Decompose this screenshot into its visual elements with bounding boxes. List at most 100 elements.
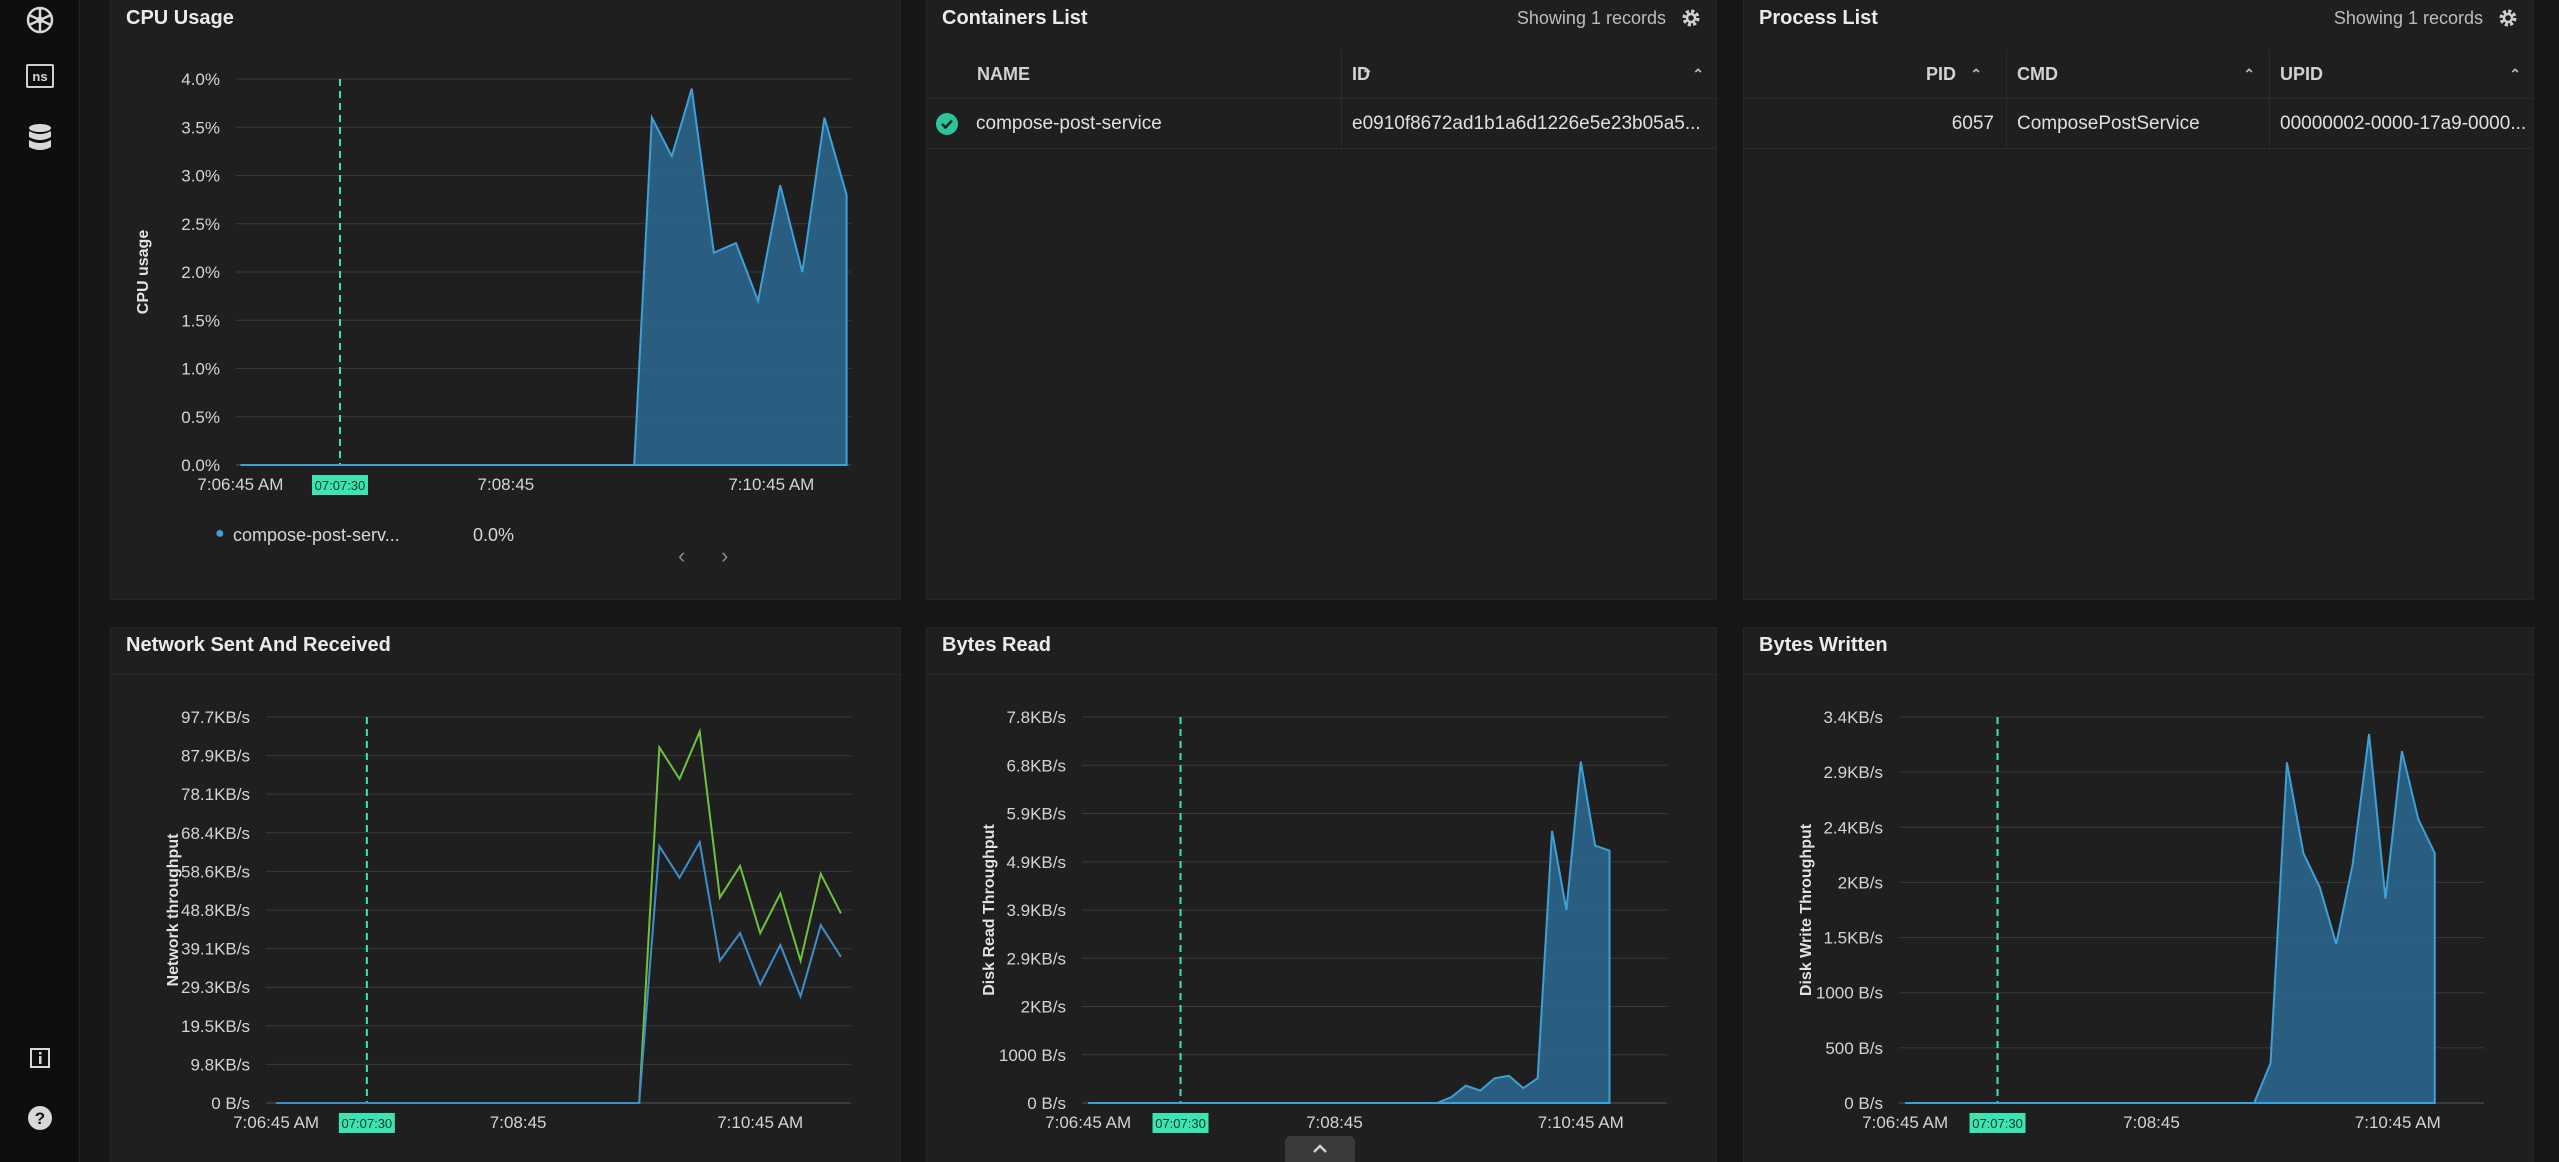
panel-title: CPU Usage bbox=[126, 7, 234, 29]
y-tick-label: 1.0% bbox=[181, 360, 220, 379]
y-tick-label: 4.9KB/s bbox=[1006, 853, 1066, 872]
gear-icon[interactable] bbox=[2495, 5, 2521, 31]
x-tick-label: 7:08:45 bbox=[2123, 1113, 2180, 1132]
y-tick-label: 5.9KB/s bbox=[1006, 805, 1066, 824]
y-tick-label: 19.5KB/s bbox=[181, 1017, 250, 1036]
svg-text:?: ? bbox=[35, 1109, 45, 1128]
panel-divider bbox=[1744, 674, 2533, 675]
y-tick-label: 1.5KB/s bbox=[1823, 929, 1883, 948]
sort-asc-icon[interactable]: ⌃ bbox=[1692, 65, 1704, 82]
y-tick-label: 500 B/s bbox=[1825, 1039, 1883, 1058]
series-area bbox=[1088, 761, 1611, 1104]
y-tick-label: 3.9KB/s bbox=[1006, 901, 1066, 920]
table-row[interactable]: 6057 ComposePostService 00000002-0000-17… bbox=[1744, 99, 2533, 149]
y-tick-label: 2.5% bbox=[181, 215, 220, 234]
y-tick-label: 2KB/s bbox=[1838, 873, 1883, 892]
records-count: Showing 1 records bbox=[1516, 8, 1666, 28]
expand-drawer-button[interactable] bbox=[1285, 1136, 1355, 1162]
sort-asc-icon[interactable]: ⌃ bbox=[1361, 65, 1373, 82]
time-marker-badge bbox=[1969, 1113, 2026, 1133]
y-tick-label: 3.4KB/s bbox=[1823, 708, 1883, 727]
network-throughput-chart: 0 B/s 9.8KB/s 19.5KB/s 29.3KB/s 39.1KB/s 48.8… bbox=[165, 708, 851, 1133]
column-divider[interactable] bbox=[2006, 49, 2007, 98]
sort-asc-icon[interactable]: ⌃ bbox=[1970, 65, 1982, 82]
y-tick-label: 68.4KB/s bbox=[181, 824, 250, 843]
series-line bbox=[276, 839, 842, 1104]
column-divider bbox=[2269, 99, 2270, 148]
column-header-cmd[interactable]: CMD ⌃ bbox=[2017, 49, 2277, 99]
series-area bbox=[240, 88, 848, 466]
chevron-up-icon bbox=[1313, 1144, 1327, 1153]
sidebar: ns ? bbox=[0, 0, 80, 1162]
panel-title: Network Sent And Received bbox=[126, 634, 391, 656]
time-marker-label: 07:07:30 bbox=[342, 1116, 393, 1131]
series-area bbox=[1905, 733, 2436, 1104]
legend-next-button[interactable]: › bbox=[721, 543, 729, 568]
column-header-id[interactable]: ID ⌃ bbox=[1352, 49, 1718, 99]
gear-icon[interactable] bbox=[1678, 5, 1704, 31]
column-divider bbox=[1341, 99, 1342, 148]
column-divider[interactable] bbox=[2269, 49, 2270, 98]
y-tick-label: 2.9KB/s bbox=[1823, 763, 1883, 782]
y-tick-label: 78.1KB/s bbox=[181, 785, 250, 804]
column-header-name[interactable]: NAME ⌃ bbox=[977, 49, 1387, 99]
panel-title: Bytes Written bbox=[1759, 634, 1888, 656]
x-tick-label: 7:08:45 bbox=[1306, 1113, 1363, 1132]
time-marker-label: 07:07:30 bbox=[1972, 1116, 2023, 1131]
y-tick-label: 1.5% bbox=[181, 311, 220, 330]
x-tick-label: 7:06:45 AM bbox=[197, 475, 283, 494]
database-icon[interactable] bbox=[20, 118, 60, 158]
x-tick-label: 7:06:45 AM bbox=[233, 1113, 319, 1132]
time-marker-badge bbox=[1152, 1113, 1209, 1133]
x-tick-label: 7:08:45 bbox=[478, 475, 535, 494]
y-tick-label: 2.4KB/s bbox=[1823, 818, 1883, 837]
kubernetes-icon[interactable] bbox=[20, 0, 60, 40]
y-tick-label: 3.0% bbox=[181, 167, 220, 186]
time-marker-label: 07:07:30 bbox=[1155, 1116, 1206, 1131]
time-marker-label: 07:07:30 bbox=[315, 478, 366, 493]
namespace-icon[interactable]: ns bbox=[20, 56, 60, 96]
y-axis-label: CPU usage bbox=[135, 230, 152, 315]
column-header-pid[interactable]: PID ⌃ bbox=[1744, 49, 2006, 99]
x-tick-label: 7:06:45 AM bbox=[1862, 1113, 1948, 1132]
panel-title: Process List bbox=[1759, 7, 1878, 29]
column-label: NAME bbox=[977, 63, 1030, 84]
y-tick-label: 1000 B/s bbox=[1816, 984, 1883, 1003]
column-header-upid[interactable]: UPID ⌃ bbox=[2280, 49, 2535, 99]
info-icon[interactable] bbox=[20, 1038, 60, 1078]
y-tick-label: 0 B/s bbox=[1027, 1094, 1066, 1113]
panel-divider bbox=[927, 674, 1716, 675]
x-tick-label: 7:10:45 AM bbox=[2355, 1113, 2441, 1132]
namespace-label: ns bbox=[26, 64, 54, 88]
x-tick-label: 7:06:45 AM bbox=[1045, 1113, 1131, 1132]
legend-series-value: 0.0% bbox=[473, 525, 515, 545]
y-tick-label: 6.8KB/s bbox=[1006, 756, 1066, 775]
column-label: ID bbox=[1352, 63, 1370, 84]
column-divider[interactable] bbox=[1341, 49, 1342, 98]
sort-asc-icon[interactable]: ⌃ bbox=[2243, 65, 2255, 82]
legend-prev-button[interactable]: ‹ bbox=[678, 543, 686, 568]
time-marker-badge bbox=[338, 1113, 395, 1133]
series-line bbox=[276, 727, 842, 1104]
time-marker-badge bbox=[311, 475, 368, 495]
y-tick-label: 2.9KB/s bbox=[1006, 949, 1066, 968]
container-id-cell[interactable]: e0910f8672ad1b1a6d1226e5e23b05a5... bbox=[1352, 113, 1701, 134]
pid-cell[interactable]: 6057 bbox=[1951, 113, 1994, 134]
upid-cell[interactable]: 00000002-0000-17a9-0000... bbox=[2280, 113, 2527, 134]
y-axis-label: Network throughput bbox=[165, 833, 182, 987]
y-tick-label: 9.8KB/s bbox=[190, 1055, 250, 1074]
y-tick-label: 39.1KB/s bbox=[181, 940, 250, 959]
y-tick-label: 0 B/s bbox=[211, 1094, 250, 1113]
y-tick-label: 48.8KB/s bbox=[181, 901, 250, 920]
container-name-cell[interactable]: compose-post-service bbox=[976, 113, 1162, 134]
process-list-panel: Process List Showing 1 records PID ⌃ CMD ⌃… bbox=[1743, 0, 2534, 600]
y-tick-label: 87.9KB/s bbox=[181, 747, 250, 766]
sort-asc-icon[interactable]: ⌃ bbox=[2509, 65, 2521, 82]
help-icon[interactable]: ? bbox=[20, 1098, 60, 1138]
records-count: Showing 1 records bbox=[2333, 8, 2483, 28]
bytes-read-panel: Bytes Read 0 B/s 1000 B/s 2KB/s 2.9KB/s 3.9K… bbox=[926, 627, 1717, 1162]
cpu-usage-chart: 0.0% 0.5% 1.0% 1.5% 2.0% 2.5% 3.0% 3.5% 4.0% 7:06… bbox=[135, 70, 851, 495]
table-row[interactable]: compose-post-service e0910f8672ad1b1a6d1… bbox=[927, 99, 1716, 149]
cmd-cell[interactable]: ComposePostService bbox=[2017, 113, 2200, 134]
y-tick-label: 0 B/s bbox=[1844, 1094, 1883, 1113]
